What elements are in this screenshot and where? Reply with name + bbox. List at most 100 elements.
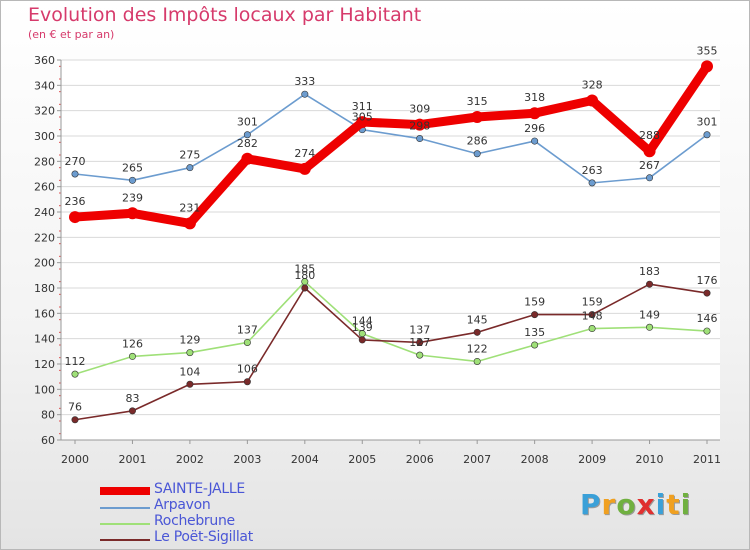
y-tick-label: 60 [41,434,55,447]
data-label: 149 [639,308,660,321]
data-point [301,90,309,98]
data-label: 106 [237,363,258,376]
brand-letter: i [655,488,667,521]
data-label: 282 [237,137,258,150]
legend-swatch [100,523,150,525]
brand-logo: Proxiti [580,488,691,521]
data-label: 270 [65,155,86,168]
brand-letter: x [636,488,656,521]
data-point [71,170,79,178]
data-label: 301 [697,116,718,129]
x-tick-label: 2005 [348,453,376,466]
y-tick-label: 360 [34,54,55,67]
legend-label: Rochebrune [154,513,235,529]
data-label: 145 [467,313,488,326]
data-point [703,289,711,297]
data-label: 126 [122,337,143,350]
legend-swatch [100,507,150,509]
data-point [128,176,136,184]
legend-item-sainte-jalle: SAINTE-JALLE [100,481,340,499]
data-label: 139 [352,321,373,334]
data-label: 236 [65,195,86,208]
data-point [473,150,481,158]
data-point [186,164,194,172]
data-point [356,116,369,129]
data-point [701,60,713,73]
x-tick-label: 2003 [233,453,261,466]
brand-letter: o [616,488,637,521]
x-tick-label: 2000 [61,453,89,466]
x-tick-label: 2009 [578,453,606,466]
y-tick-label: 160 [34,307,55,320]
data-label: 355 [697,44,718,57]
data-point [128,407,136,415]
data-point [186,380,194,388]
legend-item-le-poet-sigillat: Le Poët-Sigillat [100,529,340,547]
data-point [703,327,711,335]
data-point [241,152,254,165]
data-point [183,217,196,230]
data-point [126,207,139,220]
data-label: 265 [122,161,143,174]
legend-item-arpavon: Arpavon [100,497,340,515]
data-point [646,323,654,331]
y-tick-label: 180 [34,282,55,295]
data-point [298,162,311,175]
y-tick-label: 340 [34,79,55,92]
data-label: 301 [237,116,258,129]
data-label: 296 [524,122,545,135]
legend-label: SAINTE-JALLE [154,481,245,497]
data-label: 76 [68,401,82,414]
y-tick-label: 200 [34,257,55,270]
data-point [69,211,81,224]
data-label: 263 [582,164,603,177]
data-point [301,284,309,292]
data-label: 137 [237,323,258,336]
data-point [243,338,251,346]
x-tick-label: 2011 [693,453,721,466]
data-label: 315 [467,95,488,108]
data-point [588,311,596,319]
data-label: 135 [524,326,545,339]
x-tick-label: 2004 [291,453,319,466]
chart-title: Evolution des Impôts locaux par Habitant [28,4,422,26]
data-label: 183 [639,265,660,278]
data-label: 288 [639,129,660,142]
data-point [471,111,484,123]
data-label: 267 [639,159,660,172]
chart-subtitle: (en € et par an) [28,28,115,41]
brand-letter: P [580,488,602,521]
data-point [531,137,539,145]
legend-swatch [100,539,150,541]
data-label: 239 [122,191,143,204]
y-tick-label: 120 [34,358,55,371]
data-label: 146 [697,312,718,325]
y-tick-label: 80 [41,409,55,422]
data-label: 274 [294,147,315,160]
data-label: 176 [697,274,718,287]
legend-item-rochebrune: Rochebrune [100,513,340,531]
data-point [416,135,424,143]
data-point [358,336,366,344]
data-point [703,131,711,139]
data-label: 286 [467,135,488,148]
data-point [643,145,656,158]
data-label: 83 [125,392,139,405]
data-label: 185 [294,263,315,276]
data-point [243,131,251,139]
x-tick-label: 2008 [521,453,549,466]
legend-swatch [100,487,150,495]
data-point [416,338,424,346]
data-label: 122 [467,342,488,355]
legend-label: Le Poët-Sigillat [154,529,253,545]
data-point [71,416,79,424]
data-label: 328 [582,79,603,92]
data-label: 129 [179,334,200,347]
data-point [646,174,654,182]
y-tick-label: 240 [34,206,55,219]
y-tick-label: 140 [34,333,55,346]
legend-label: Arpavon [154,497,211,513]
x-tick-label: 2001 [118,453,146,466]
y-tick-label: 260 [34,181,55,194]
